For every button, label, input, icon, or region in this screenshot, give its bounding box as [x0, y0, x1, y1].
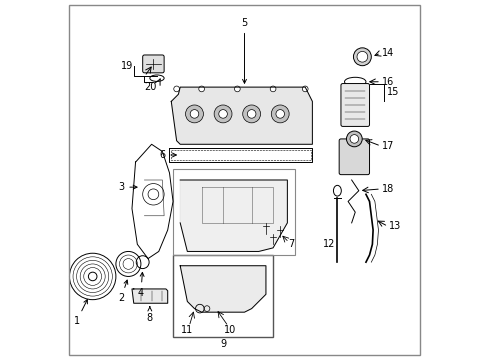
Circle shape: [173, 86, 179, 92]
Circle shape: [198, 86, 204, 92]
Ellipse shape: [333, 185, 341, 196]
Text: 2: 2: [118, 280, 127, 303]
Text: 17: 17: [381, 141, 394, 151]
Polygon shape: [171, 87, 312, 144]
Circle shape: [247, 110, 255, 118]
FancyBboxPatch shape: [142, 55, 164, 73]
Circle shape: [353, 48, 370, 66]
Text: 8: 8: [146, 307, 153, 323]
Circle shape: [270, 86, 275, 92]
Circle shape: [271, 105, 288, 123]
Text: 11: 11: [181, 325, 193, 335]
Circle shape: [356, 51, 367, 62]
Text: 9: 9: [220, 339, 225, 349]
Text: 18: 18: [381, 184, 393, 194]
Circle shape: [234, 86, 240, 92]
Text: 3: 3: [118, 182, 137, 192]
Circle shape: [275, 110, 284, 118]
Text: 1: 1: [73, 300, 87, 326]
Circle shape: [242, 105, 260, 123]
Text: 6: 6: [159, 150, 176, 160]
FancyBboxPatch shape: [340, 84, 369, 126]
Circle shape: [349, 135, 358, 143]
FancyBboxPatch shape: [339, 139, 369, 175]
Text: 13: 13: [388, 221, 401, 231]
Circle shape: [185, 105, 203, 123]
Text: 16: 16: [381, 77, 393, 87]
Polygon shape: [132, 289, 167, 303]
Text: 14: 14: [381, 48, 393, 58]
Text: 5: 5: [241, 18, 247, 83]
Polygon shape: [180, 266, 265, 312]
Text: 15: 15: [386, 87, 399, 98]
Circle shape: [214, 105, 231, 123]
Circle shape: [346, 131, 362, 147]
Text: 4: 4: [138, 273, 144, 297]
Text: 7: 7: [287, 239, 293, 249]
Text: 19: 19: [120, 61, 132, 71]
Text: 20: 20: [144, 82, 157, 92]
Circle shape: [88, 272, 97, 281]
Circle shape: [302, 86, 307, 92]
Polygon shape: [180, 180, 287, 251]
Text: 12: 12: [323, 239, 335, 249]
Circle shape: [190, 110, 198, 118]
Circle shape: [218, 110, 227, 118]
Text: 10: 10: [224, 325, 236, 335]
